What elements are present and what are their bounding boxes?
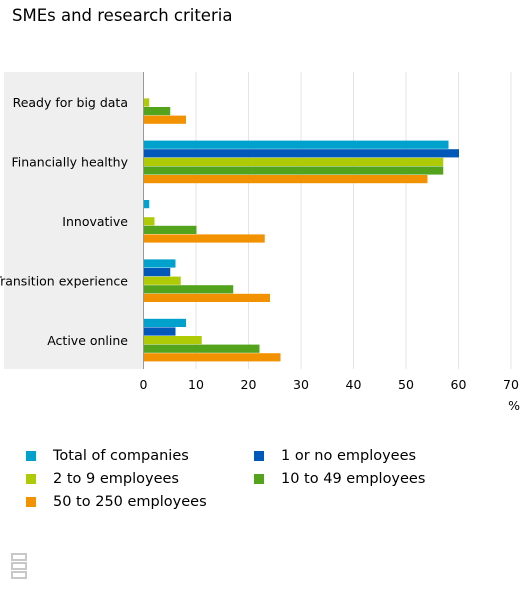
bar — [144, 157, 444, 166]
x-tick-label: 60 — [451, 377, 467, 392]
bar — [144, 234, 265, 243]
x-tick-label: 20 — [241, 377, 257, 392]
legend-item: 2 to 9 employees — [26, 469, 254, 489]
bar — [144, 107, 171, 116]
category-label: Innovative — [62, 214, 128, 229]
x-tick-label: 30 — [293, 377, 309, 392]
x-tick-labels: 0 10 20 30 40 50 60 70 — [140, 377, 519, 392]
bar — [144, 217, 155, 226]
bars — [144, 98, 459, 362]
chart-title: SMEs and research criteria — [12, 6, 233, 25]
legend-swatch — [26, 451, 36, 461]
bar — [144, 318, 186, 327]
bar — [144, 259, 176, 268]
legend-item: 10 to 49 employees — [254, 469, 474, 489]
gridlines — [195, 72, 512, 369]
x-tick-label: 10 — [188, 377, 204, 392]
legend-item: 50 to 250 employees — [26, 492, 254, 512]
bar — [144, 200, 150, 209]
legend-swatch — [26, 474, 36, 484]
bar — [144, 336, 202, 345]
bar — [144, 140, 449, 149]
legend-label: 1 or no employees — [281, 448, 417, 464]
legend-swatch — [26, 497, 36, 507]
legend-item: Total of companies — [26, 446, 254, 466]
legend-swatch — [254, 451, 264, 461]
bar — [144, 353, 281, 362]
bar — [144, 115, 186, 124]
bar — [144, 166, 444, 175]
legend-swatch — [254, 474, 264, 484]
x-tick-label: 40 — [346, 377, 362, 392]
legend-label: Total of companies — [53, 448, 189, 464]
bar — [144, 268, 171, 277]
bar — [144, 225, 197, 234]
x-axis-unit-label: % — [508, 398, 520, 413]
bar — [144, 285, 234, 294]
x-tick-label: 0 — [140, 377, 148, 392]
legend-label: 50 to 250 employees — [53, 494, 207, 510]
x-tick-label: 70 — [503, 377, 519, 392]
cbs-logo-icon — [11, 553, 27, 579]
bar — [144, 149, 459, 158]
category-band-background — [4, 72, 143, 369]
legend-label: 2 to 9 employees — [53, 471, 179, 487]
legend-label: 10 to 49 employees — [281, 471, 426, 487]
category-label: Transition experience — [0, 273, 128, 288]
bar — [144, 175, 428, 184]
category-label: Ready for big data — [13, 95, 128, 110]
bar — [144, 293, 270, 302]
legend: Total of companies 1 or no employees 2 to … — [26, 446, 486, 512]
x-tick-label: 50 — [398, 377, 414, 392]
category-label: Financially healthy — [11, 155, 128, 170]
bar — [144, 327, 176, 336]
bar — [144, 344, 260, 353]
bar — [144, 98, 150, 107]
category-label: Active online — [47, 333, 128, 348]
category-labels: Ready for big data Financially healthy Inn… — [0, 95, 129, 348]
bar-chart: Ready for big data Financially healthy Inn… — [0, 72, 520, 413]
legend-item: 1 or no employees — [254, 446, 474, 466]
bar — [144, 276, 181, 285]
